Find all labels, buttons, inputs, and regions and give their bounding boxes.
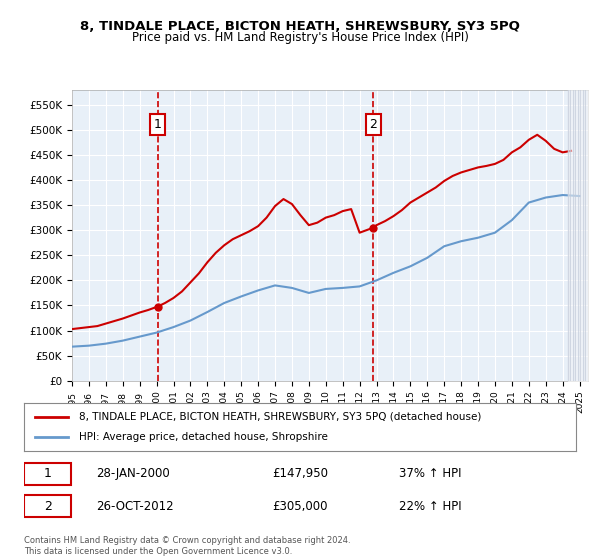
Text: 2: 2: [370, 118, 377, 131]
Text: 8, TINDALE PLACE, BICTON HEATH, SHREWSBURY, SY3 5PQ (detached house): 8, TINDALE PLACE, BICTON HEATH, SHREWSBU…: [79, 412, 482, 422]
Text: HPI: Average price, detached house, Shropshire: HPI: Average price, detached house, Shro…: [79, 432, 328, 442]
Text: 1: 1: [154, 118, 162, 131]
Text: £305,000: £305,000: [272, 500, 328, 512]
Text: 1: 1: [44, 468, 52, 480]
Text: 26-OCT-2012: 26-OCT-2012: [96, 500, 173, 512]
FancyBboxPatch shape: [24, 463, 71, 485]
FancyBboxPatch shape: [24, 495, 71, 517]
Text: 8, TINDALE PLACE, BICTON HEATH, SHREWSBURY, SY3 5PQ: 8, TINDALE PLACE, BICTON HEATH, SHREWSBU…: [80, 20, 520, 32]
Text: 2: 2: [44, 500, 52, 512]
Text: 37% ↑ HPI: 37% ↑ HPI: [400, 468, 462, 480]
Text: 28-JAN-2000: 28-JAN-2000: [96, 468, 170, 480]
Text: Price paid vs. HM Land Registry's House Price Index (HPI): Price paid vs. HM Land Registry's House …: [131, 31, 469, 44]
Text: 22% ↑ HPI: 22% ↑ HPI: [400, 500, 462, 512]
Text: £147,950: £147,950: [272, 468, 328, 480]
Text: Contains HM Land Registry data © Crown copyright and database right 2024.
This d: Contains HM Land Registry data © Crown c…: [24, 536, 350, 556]
